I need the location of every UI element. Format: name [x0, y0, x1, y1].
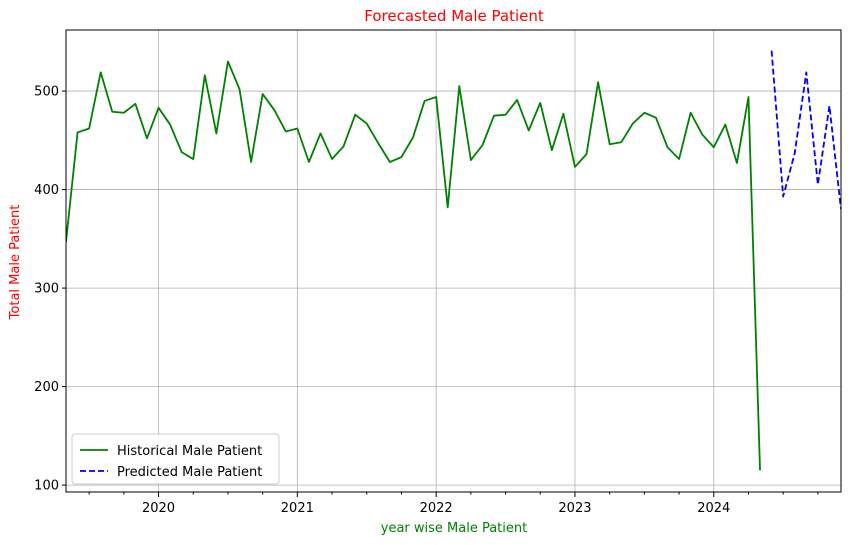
- y-tick-label: 500: [34, 85, 59, 100]
- y-tick-label: 400: [34, 183, 59, 198]
- legend-label-historical: Historical Male Patient: [117, 444, 262, 459]
- legend-label-predicted: Predicted Male Patient: [117, 465, 262, 480]
- y-tick-label: 300: [34, 282, 59, 297]
- predicted-series-line: [770, 50, 841, 210]
- y-axis-title: Total Male Patient: [8, 205, 23, 321]
- legend-box: [71, 433, 280, 485]
- series-layer: [66, 50, 841, 471]
- y-tick-label: 200: [34, 380, 59, 395]
- chart-title: Forecasted Male Patient: [364, 7, 544, 25]
- plot-frame: [65, 29, 842, 493]
- x-tick-label: 2021: [281, 501, 314, 516]
- axes: 100 200 300 400 500 2020 2021 2022 2023 2024: [34, 85, 819, 516]
- x-tick-label: 2020: [142, 501, 175, 516]
- legend: Historical Male Patient Predicted Male P…: [71, 433, 280, 485]
- x-tick-label: 2022: [420, 501, 453, 516]
- y-tick-label: 100: [34, 479, 59, 494]
- grid: [66, 30, 841, 492]
- x-tick-label: 2024: [697, 501, 730, 516]
- historical-series-line: [66, 60, 761, 471]
- x-axis-title: year wise Male Patient: [381, 521, 527, 536]
- x-tick-label: 2023: [558, 501, 591, 516]
